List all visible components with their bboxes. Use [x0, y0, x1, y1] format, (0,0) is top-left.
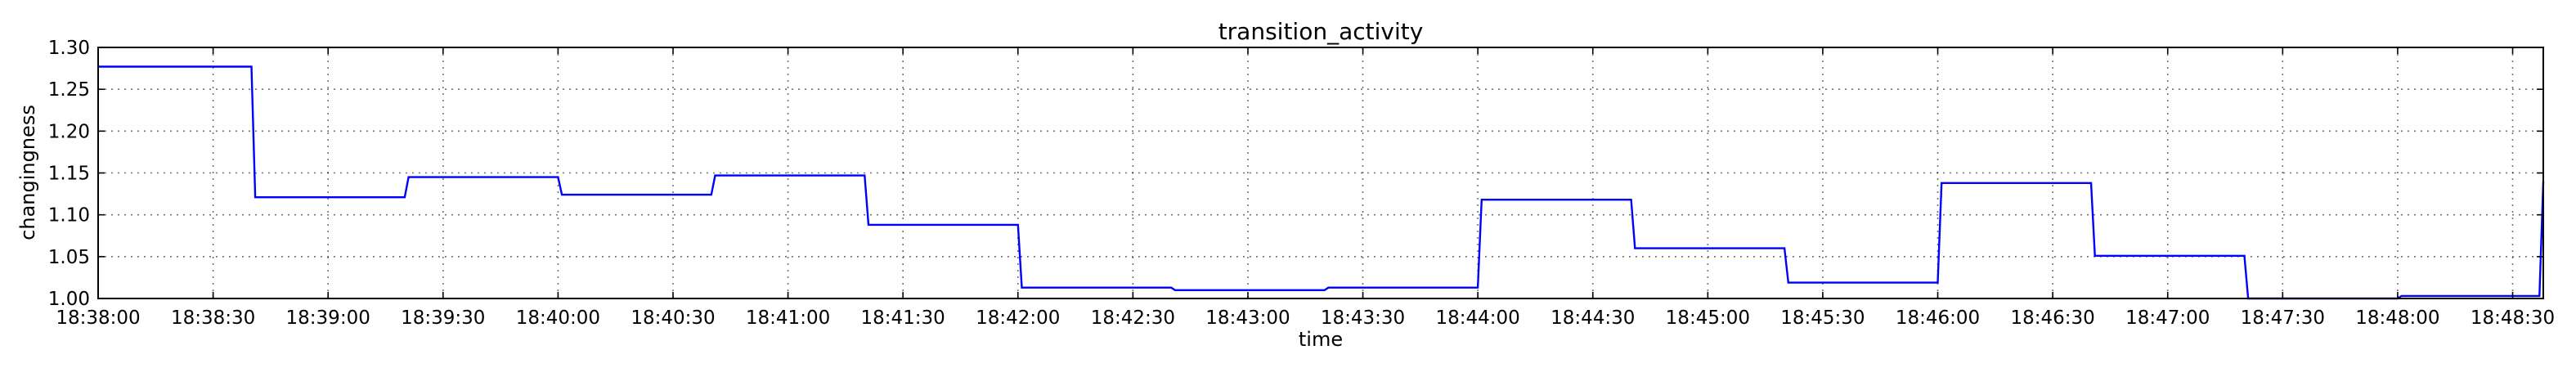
x-tick-label: 18:48:30	[2471, 307, 2555, 329]
x-tick-label: 18:45:00	[1666, 307, 1750, 329]
x-tick-label: 18:42:30	[1091, 307, 1175, 329]
x-tick-label: 18:43:30	[1321, 307, 1405, 329]
x-tick-label: 18:43:00	[1205, 307, 1290, 329]
x-tick-label: 18:38:00	[56, 307, 140, 329]
x-tick-label: 18:47:00	[2125, 307, 2210, 329]
x-tick-label: 18:41:30	[861, 307, 945, 329]
x-tick-label: 18:40:00	[516, 307, 600, 329]
x-tick-label: 18:46:30	[2010, 307, 2094, 329]
x-tick-label: 18:47:30	[2241, 307, 2325, 329]
y-tick-label: 1.25	[48, 79, 90, 101]
x-tick-label: 18:45:30	[1780, 307, 1865, 329]
chart-title: transition_activity	[1218, 18, 1424, 45]
x-tick-label: 18:40:30	[631, 307, 715, 329]
x-tick-label: 18:44:30	[1551, 307, 1635, 329]
tick-marks	[97, 47, 2543, 299]
x-tick-label: 18:41:00	[746, 307, 830, 329]
y-tick-label: 1.15	[48, 164, 90, 185]
y-axis-label: changingness	[16, 105, 39, 240]
series-line	[98, 65, 2545, 300]
x-axis-label: time	[1299, 328, 1343, 351]
x-tick-label: 18:48:00	[2355, 307, 2439, 329]
x-tick-label: 18:44:00	[1435, 307, 1519, 329]
y-tick-label: 1.30	[48, 38, 90, 59]
y-tick-label: 1.10	[48, 205, 90, 227]
x-tick-label: 18:39:00	[286, 307, 370, 329]
x-tick-label: 18:39:30	[401, 307, 485, 329]
y-tick-labels: 1.00 1.05 1.10 1.15 1.20 1.25 1.30	[48, 38, 90, 310]
y-tick-label: 1.20	[48, 121, 90, 142]
x-tick-label: 18:38:30	[171, 307, 255, 329]
x-tick-label: 18:42:00	[976, 307, 1060, 329]
x-tick-label: 18:46:00	[1896, 307, 1980, 329]
series-layer	[98, 65, 2545, 300]
y-tick-label: 1.05	[48, 247, 90, 268]
x-tick-labels: 18:38:00 18:38:30 18:39:00 18:39:30 18:40:00…	[56, 307, 2555, 329]
y-tick-label: 1.00	[48, 289, 90, 310]
